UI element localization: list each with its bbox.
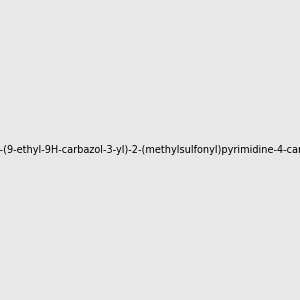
Text: 5-chloro-N-(9-ethyl-9H-carbazol-3-yl)-2-(methylsulfonyl)pyrimidine-4-carboxamide: 5-chloro-N-(9-ethyl-9H-carbazol-3-yl)-2-…: [0, 145, 300, 155]
